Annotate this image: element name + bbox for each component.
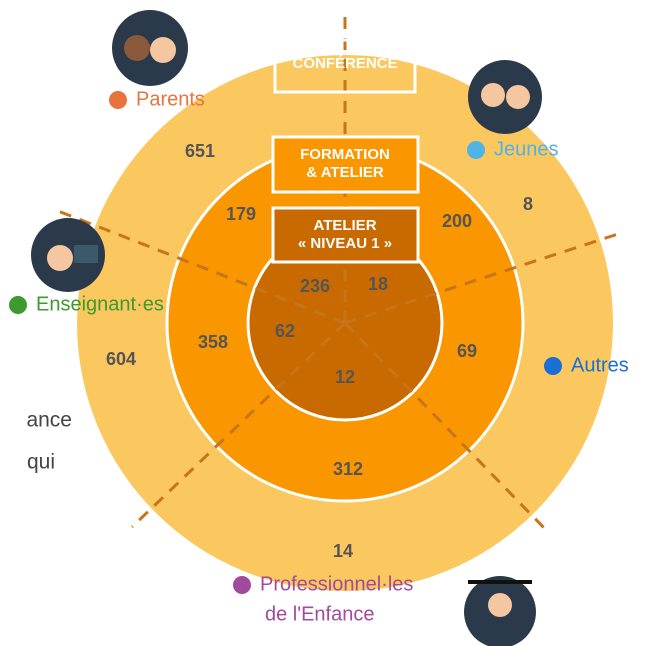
group-label: Professionnel·les xyxy=(260,573,413,595)
cropped-text: ance xyxy=(26,409,72,432)
infographic: CONFÉRENCE FORMATION& ATELIER ATELIER« NIV… xyxy=(0,0,650,646)
count: 14 xyxy=(333,541,353,561)
count: 69 xyxy=(457,341,477,361)
count: 651 xyxy=(185,141,215,161)
legend-dot xyxy=(9,296,27,314)
count: 62 xyxy=(275,321,295,341)
group-label: Enseignant·es xyxy=(36,293,164,315)
count: 8 xyxy=(523,194,533,214)
level-label: & ATELIER xyxy=(306,164,384,181)
count: 200 xyxy=(442,211,472,231)
count: 179 xyxy=(226,204,256,224)
count: 604 xyxy=(106,349,136,369)
group-label: de l'Enfance xyxy=(265,603,374,625)
legend-dot xyxy=(467,141,485,159)
group-label: Jeunes xyxy=(494,138,559,160)
group-label: Parents xyxy=(136,88,205,110)
level-label: FORMATION xyxy=(300,146,390,163)
count: 312 xyxy=(333,459,363,479)
legend-dot xyxy=(544,357,562,375)
count: 12 xyxy=(335,367,355,387)
count: 358 xyxy=(198,332,228,352)
count: 18 xyxy=(368,274,388,294)
cropped-text: qui xyxy=(27,451,55,474)
group-label: Autres xyxy=(571,354,629,376)
level-label: CONFÉRENCE xyxy=(292,55,397,72)
count: 236 xyxy=(300,276,330,296)
level-label: « NIVEAU 1 » xyxy=(298,235,392,252)
level-label: ATELIER xyxy=(313,217,376,234)
legend-dot xyxy=(233,576,251,594)
legend-dot xyxy=(109,91,127,109)
